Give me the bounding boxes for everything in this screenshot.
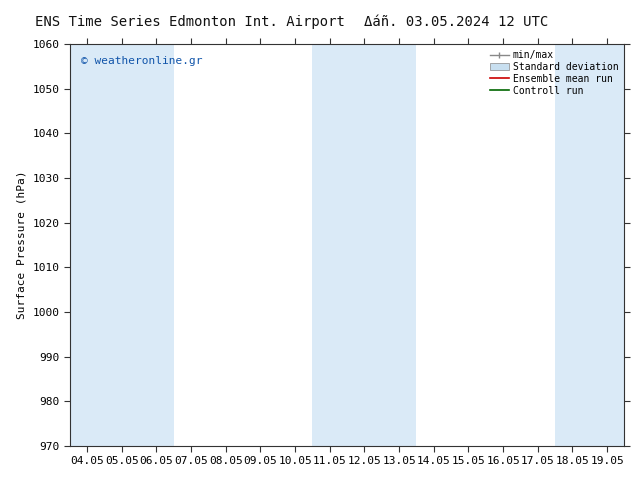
Bar <box>555 44 624 446</box>
Y-axis label: Surface Pressure (hPa): Surface Pressure (hPa) <box>16 171 27 319</box>
Legend: min/max, Standard deviation, Ensemble mean run, Controll run: min/max, Standard deviation, Ensemble me… <box>489 49 619 97</box>
Text: Δáñ. 03.05.2024 12 UTC: Δáñ. 03.05.2024 12 UTC <box>365 15 548 29</box>
Text: ENS Time Series Edmonton Int. Airport: ENS Time Series Edmonton Int. Airport <box>36 15 345 29</box>
Text: © weatheronline.gr: © weatheronline.gr <box>81 56 202 66</box>
Bar <box>70 44 174 446</box>
Bar <box>313 44 417 446</box>
